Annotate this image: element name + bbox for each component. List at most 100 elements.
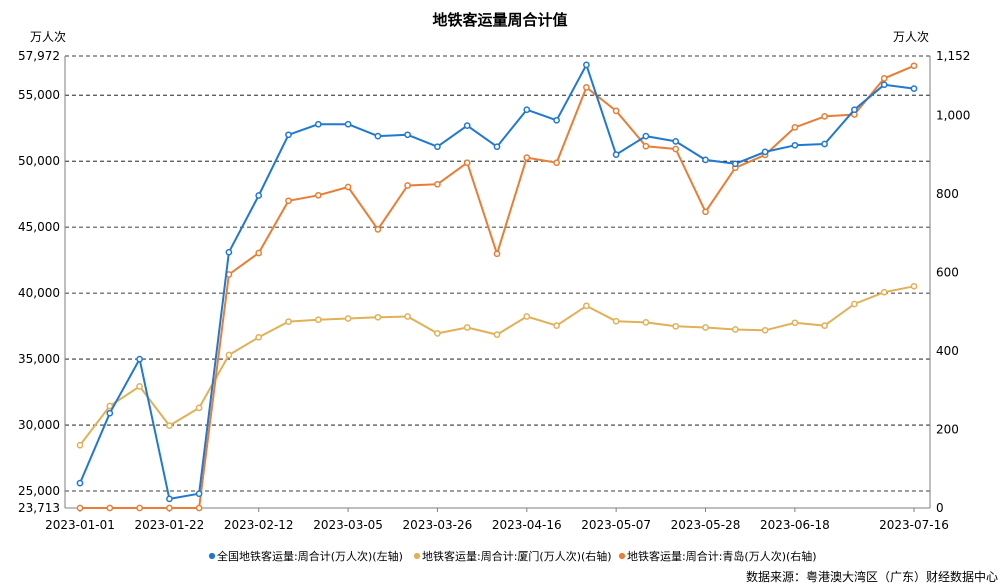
data-point [910, 85, 918, 92]
right-tick-label: 200 [936, 423, 959, 437]
data-point [136, 504, 143, 512]
x-tick-label: 2023-01-22 [134, 518, 204, 532]
data-point [374, 132, 382, 140]
data-point [761, 326, 769, 334]
data-point [314, 316, 322, 324]
left-axis-ticks: 23,713 25,000 30,000 35,000 40,000 45,000 50,0… [18, 49, 60, 515]
data-point [821, 140, 828, 148]
left-tick-label: 30,000 [18, 418, 60, 432]
data-point [612, 151, 620, 158]
right-tick-label: 0 [936, 501, 944, 515]
left-axis-unit: 万人次 [30, 30, 66, 44]
data-point [672, 322, 680, 330]
legend: 全国地铁客运量:周合计(万人次)(左轴) 地铁客运量:周合计:厦门(万人次)(右轴… [208, 549, 817, 563]
series-group [76, 61, 918, 512]
data-point [493, 331, 501, 338]
x-tick-label: 2023-02-12 [224, 518, 294, 532]
data-point [910, 62, 918, 70]
data-point [702, 324, 709, 331]
left-tick-label: 23,713 [18, 501, 60, 515]
series-line-1 [79, 285, 915, 446]
data-point [493, 250, 501, 258]
right-tick-label: 1,000 [936, 109, 970, 123]
data-point [851, 106, 858, 114]
source-note: 数据来源：粤港澳大湾区（广东）财经数据中心 [746, 569, 998, 584]
x-tick-label: 2023-01-01 [45, 518, 115, 532]
left-tick-label: 35,000 [18, 352, 60, 366]
data-point [463, 159, 471, 167]
data-point [523, 313, 531, 320]
data-point [642, 132, 650, 140]
right-tick-label: 1,152 [936, 49, 970, 63]
data-point [76, 479, 84, 487]
x-tick-label: 2023-06-18 [760, 518, 830, 532]
data-point [583, 61, 590, 69]
data-point [106, 409, 114, 417]
data-point [731, 326, 739, 333]
data-point [553, 322, 560, 329]
data-point [583, 302, 590, 310]
data-point [791, 124, 799, 131]
left-tick-label: 45,000 [18, 220, 60, 234]
data-point [76, 441, 84, 449]
data-point [642, 319, 650, 326]
right-axis-ticks: 0 200 400 600 800 1,000 1,152 [936, 49, 970, 515]
data-point [255, 333, 263, 341]
data-point [404, 182, 411, 189]
x-tick-label: 2023-05-28 [671, 518, 741, 532]
data-point [702, 156, 709, 164]
data-point [255, 249, 263, 257]
data-point [285, 197, 292, 205]
legend-label: 地铁客运量:周合计:青岛(万人次)(右轴) [627, 549, 817, 563]
data-point [910, 282, 918, 290]
data-point [225, 248, 233, 256]
data-point [106, 504, 114, 512]
data-point [434, 330, 441, 337]
data-point [642, 142, 650, 150]
data-point [136, 383, 143, 390]
left-tick-label: 50,000 [18, 154, 60, 168]
legend-marker [208, 552, 216, 560]
legend-marker [618, 552, 626, 560]
data-point [612, 317, 620, 325]
data-point [314, 191, 322, 199]
chart-title: 地铁客运量周合计值 [432, 11, 567, 29]
data-point [523, 154, 531, 161]
data-point [583, 84, 590, 91]
data-point [463, 324, 471, 331]
series-line-0 [79, 63, 915, 500]
data-point [821, 322, 828, 329]
data-point [314, 120, 322, 128]
data-point [195, 504, 203, 512]
data-point [404, 313, 411, 320]
data-point [493, 143, 501, 151]
gridlines [65, 55, 930, 509]
x-tick-label: 2023-07-16 [879, 518, 949, 532]
right-tick-label: 800 [936, 187, 959, 201]
data-point [166, 495, 173, 503]
x-tick-label: 2023-05-07 [581, 518, 651, 532]
data-point [821, 113, 828, 120]
data-point [106, 402, 114, 410]
data-point [344, 120, 352, 128]
data-point [553, 116, 560, 124]
left-tick-label: 57,972 [18, 49, 60, 63]
left-tick-label: 25,000 [18, 484, 60, 498]
data-point [791, 141, 799, 149]
data-point [344, 183, 352, 191]
x-tick-label: 2023-04-16 [492, 518, 562, 532]
data-point [166, 504, 173, 512]
left-tick-label: 55,000 [18, 88, 60, 102]
data-point [285, 318, 292, 325]
x-tick-label: 2023-03-26 [403, 518, 473, 532]
right-tick-label: 600 [936, 266, 959, 280]
x-axis-ticks: 2023-01-01 2023-01-22 2023-02-12 2023-03-05… [45, 508, 949, 532]
data-point [523, 106, 531, 114]
data-point [702, 208, 709, 216]
axes [64, 56, 931, 509]
data-point [791, 319, 799, 327]
data-point [851, 300, 858, 308]
data-point [225, 351, 233, 359]
left-tick-label: 40,000 [18, 286, 60, 300]
